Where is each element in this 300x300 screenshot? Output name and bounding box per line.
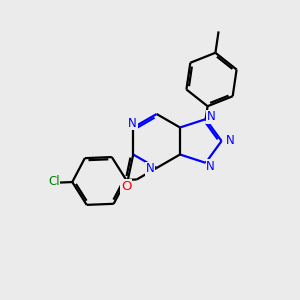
Text: N: N — [146, 162, 154, 175]
Text: N: N — [226, 134, 234, 148]
Text: O: O — [121, 180, 132, 193]
Text: N: N — [128, 117, 137, 130]
Text: Cl: Cl — [48, 175, 60, 188]
Text: N: N — [206, 160, 215, 173]
Text: N: N — [206, 110, 215, 123]
